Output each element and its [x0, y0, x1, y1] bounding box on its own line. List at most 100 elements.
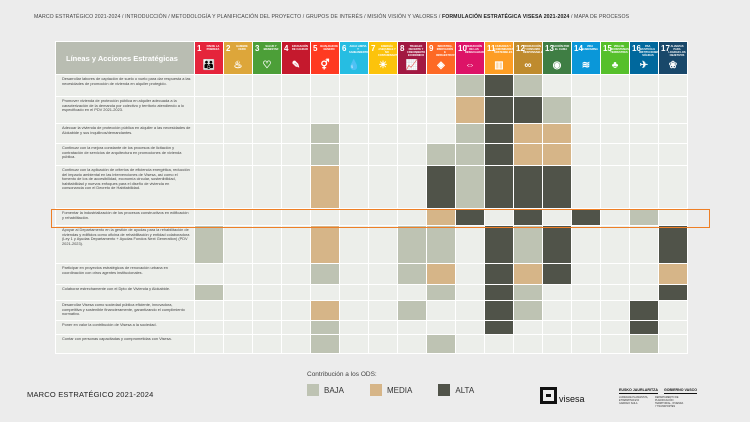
contribution-cell [513, 208, 543, 226]
contribution-cell [310, 320, 340, 335]
contribution-cell [310, 284, 340, 301]
breadcrumb-path: MARCO ESTRATÉGICO 2021-2024 / INTRODUCCI… [34, 14, 442, 20]
contribution-cell [455, 143, 485, 166]
sdg-11-header: 11 Ciudades y comunidades sostenibles ▥ [484, 41, 514, 75]
contribution-cell [339, 320, 369, 335]
contribution-cell [484, 74, 514, 97]
strategic-action-label: Participar en proyectos estratégicos de … [55, 263, 195, 285]
sdg-1-header: 1 Fin de la pobreza 👪 [194, 41, 224, 75]
contribution-cell [542, 300, 572, 321]
sdg-label: Igualdad de género [320, 45, 339, 51]
contribution-cell [368, 96, 398, 124]
contribution-cell [194, 334, 224, 354]
contribution-cell [194, 284, 224, 301]
breadcrumb-suffix: / MAPA DE PROCESOS [569, 14, 630, 20]
contribution-cell [426, 123, 456, 144]
eye-icon: ◉ [552, 60, 562, 71]
strategy-sdg-matrix: Líneas y Acciones Estratégicas 1 Fin de l… [55, 41, 688, 354]
contribution-cell [223, 208, 253, 226]
sdg-17-header: 17 Alianzas para lograr los objetivos ❀ [658, 41, 688, 75]
contribution-cell [368, 74, 398, 97]
sdg-12-header: 12 Producción y consumo responsables ∞ [513, 41, 545, 75]
sdg-number: 3 [255, 44, 260, 53]
table-row: Promover vivienda de protección pública … [55, 96, 688, 124]
contribution-cell [455, 96, 485, 124]
contribution-cell [571, 284, 601, 301]
strategic-action-label: Adecuar la vivienda de protección públic… [55, 123, 195, 144]
sdg-number: 13 [545, 44, 554, 53]
contribution-cell [252, 143, 282, 166]
contribution-cell [658, 74, 688, 97]
contribution-cell [397, 334, 427, 354]
contribution-cell [281, 165, 311, 209]
contribution-cell [658, 263, 688, 285]
table-row: Participar en proyectos estratégicos de … [55, 263, 688, 285]
fish-icon: ≋ [581, 60, 591, 71]
sdg-14-header: 14 Vida submarina ≋ [571, 41, 601, 75]
contribution-cell [397, 300, 427, 321]
contribution-cell [310, 96, 340, 124]
contribution-cell [368, 334, 398, 354]
sdg-3-header: 3 Salud y bienestar ♡ [252, 41, 282, 75]
people-icon: 👪 [202, 60, 216, 71]
contribution-cell [513, 225, 543, 264]
contribution-cell [339, 143, 369, 166]
sdg-label: Fin de la pobreza [206, 45, 220, 51]
water-icon: 💧 [347, 60, 361, 71]
contribution-cell [368, 123, 398, 144]
sdg-number: 15 [603, 44, 612, 53]
contribution-cell [397, 225, 427, 264]
contribution-cell [658, 143, 688, 166]
contribution-cell [397, 263, 427, 285]
contribution-cell [629, 74, 659, 97]
legend-swatch [438, 384, 451, 396]
table-row: Adecuar la vivienda de protección públic… [55, 123, 688, 144]
sdg-number: 6 [342, 44, 347, 53]
contribution-cell [310, 225, 340, 264]
contribution-cell [194, 165, 224, 209]
contribution-cell [513, 284, 543, 301]
contribution-cell [600, 284, 630, 301]
contribution-cell [223, 143, 253, 166]
contribution-cell [252, 284, 282, 301]
legend-label: MEDIA [387, 385, 413, 395]
contribution-cell [281, 334, 311, 354]
sdg-number: 2 [226, 44, 231, 53]
contribution-cell [281, 320, 311, 335]
contribution-cell [339, 284, 369, 301]
contribution-cell [600, 123, 630, 144]
contribution-cell [223, 263, 253, 285]
contribution-cell [281, 123, 311, 144]
contribution-cell [252, 334, 282, 354]
contribution-cell [542, 263, 572, 285]
sdg-label: Reducción de las desigualdades [465, 45, 488, 54]
contribution-cell [484, 143, 514, 166]
visesa-mark-icon [540, 386, 557, 404]
contribution-cell [426, 320, 456, 335]
sdg-number: 10 [458, 44, 467, 53]
contribution-cell [513, 320, 543, 335]
contribution-cell [542, 334, 572, 354]
contribution-cell [426, 74, 456, 97]
contribution-cell [600, 320, 630, 335]
contribution-cell [426, 300, 456, 321]
legend-title: Contribución a los ODS: [307, 371, 377, 378]
contribution-cell [368, 208, 398, 226]
sdg-label: Industria, innovación e infraestructura [436, 45, 462, 57]
sdg-8-header: 8 Trabajo decente y crecimiento económico… [397, 41, 427, 75]
contribution-cell [397, 208, 427, 226]
gov-dept-es: DEPARTAMENTO DE PLANIFICACIÓN TERRITORIA… [655, 396, 684, 408]
sdg-6-header: 6 Agua limpia y saneamiento 💧 [339, 41, 369, 75]
sdg-label: Trabajo decente y crecimiento económico [407, 45, 426, 57]
strategic-action-label: Desarrollar Visesa como sociedad pública… [55, 300, 195, 321]
contribution-cell [513, 334, 543, 354]
sdg-label: Paz, justicia e instituciones sólidas [639, 45, 660, 57]
contribution-cell [368, 165, 398, 209]
sdg-2-header: 2 Hambre cero ♨ [223, 41, 253, 75]
contribution-cell [571, 208, 601, 226]
contribution-cell [281, 96, 311, 124]
sdg-number: 8 [400, 44, 405, 53]
sdg-label: Ciudades y comunidades sostenibles [494, 45, 514, 54]
table-row: Continuar con la aplicación de criterios… [55, 165, 688, 209]
sdg-label: Producción y consumo responsables [523, 45, 545, 54]
